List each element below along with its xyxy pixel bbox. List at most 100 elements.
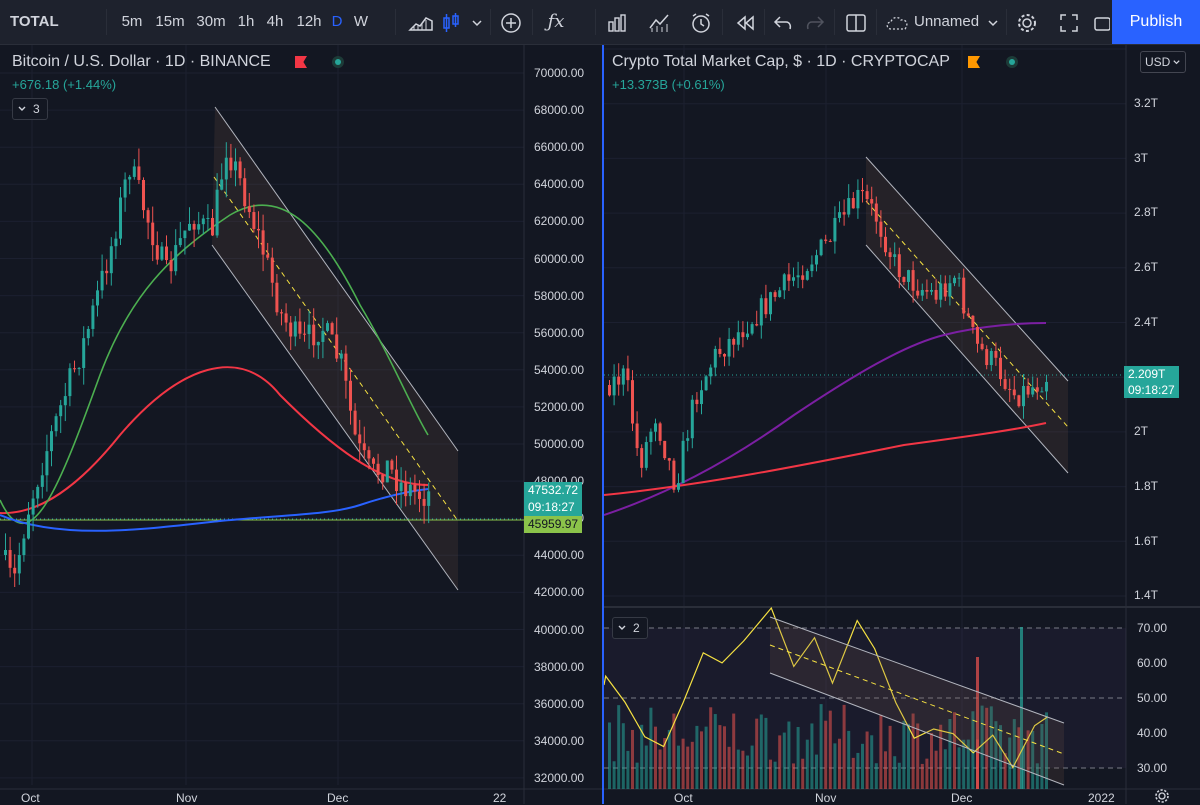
candle-body (50, 431, 53, 452)
candle-body (1012, 389, 1016, 396)
candle-body (326, 323, 329, 331)
oscillator-tick-label: 60.00 (1137, 656, 1168, 670)
interval-4h[interactable]: 4h (266, 13, 284, 30)
volume-bar (851, 757, 855, 789)
candle-body (17, 555, 21, 574)
bitcoin-chart-pane[interactable] (0, 45, 602, 804)
axis-settings-gear-icon[interactable] (1154, 788, 1170, 804)
volume-bar (621, 723, 625, 789)
oscillator-channel-line (769, 616, 1065, 724)
bitcoin-flag-icon[interactable] (295, 56, 307, 68)
total-flag-icon[interactable] (968, 56, 980, 68)
volume-bar (778, 735, 782, 789)
candle-body (234, 161, 237, 171)
interval-5m[interactable]: 5m (121, 13, 143, 30)
market-open-indicator-icon (332, 56, 344, 68)
publish-button[interactable]: Publish (1112, 0, 1200, 44)
fullscreen-icon[interactable] (1058, 12, 1080, 34)
total-market-cap-canvas[interactable] (604, 45, 1200, 804)
bar-chart-icon[interactable] (606, 12, 628, 34)
candle-body (759, 298, 763, 326)
volume-bar (787, 721, 791, 789)
chevron-down-icon[interactable] (986, 12, 1000, 34)
redo-icon[interactable] (804, 12, 826, 34)
volume-bar (948, 718, 952, 789)
candle-body (381, 474, 385, 483)
subpane-indicators-collapse-button[interactable]: 2 (612, 617, 648, 639)
interval-30m[interactable]: 30m (196, 13, 226, 30)
candle-body (63, 396, 67, 406)
candle-body (91, 305, 95, 329)
replay-icon[interactable] (734, 12, 756, 34)
volume-bar (815, 754, 818, 789)
candle-body (631, 380, 634, 424)
total-market-cap-pane[interactable] (602, 45, 1200, 804)
candle-body (73, 368, 76, 370)
candle-body (865, 191, 869, 200)
volume-bar (792, 763, 795, 789)
candle-body (838, 212, 841, 218)
area-chart-icon[interactable] (408, 12, 434, 34)
interval-12h[interactable]: 12h (296, 13, 322, 30)
templates-icon[interactable] (648, 12, 670, 34)
volume-bar (713, 714, 717, 789)
candle-body (934, 289, 938, 300)
candle-body (621, 368, 625, 385)
volume-bar (1040, 723, 1044, 789)
bitcoin-symbol-title[interactable]: Bitcoin / U.S. Dollar · 1D · BINANCE (12, 53, 271, 70)
interval-d[interactable]: D (331, 13, 343, 30)
chevron-down-icon[interactable] (470, 12, 484, 34)
oscillator-tick-label: 70.00 (1137, 621, 1168, 635)
symbol-search[interactable]: TOTAL (10, 13, 59, 30)
channel-line (214, 106, 459, 452)
add-indicator-icon[interactable] (500, 12, 522, 34)
alert-icon[interactable] (690, 12, 712, 34)
snapshot-camera-icon[interactable] (1094, 12, 1110, 34)
price-tick-label: 52000.00 (534, 399, 585, 414)
candle-body (155, 245, 159, 260)
volume-bar (773, 761, 777, 789)
bitcoin-chart-canvas[interactable] (0, 45, 602, 804)
volume-bar (902, 720, 906, 789)
candle-body (422, 498, 426, 506)
candle-body (608, 385, 611, 396)
price-tick-label: 2T (1134, 424, 1149, 439)
candle-body (211, 217, 214, 236)
volume-bar (943, 749, 947, 789)
candle-body (1017, 395, 1021, 407)
chevron-down-icon (18, 106, 26, 111)
settings-gear-icon[interactable] (1016, 12, 1038, 34)
candle-body (376, 463, 380, 475)
oscillator-channel-fill (770, 617, 1064, 785)
indicators-fx-icon[interactable]: ƒx (547, 11, 565, 32)
cloud-icon[interactable] (884, 12, 912, 34)
layout-name[interactable]: Unnamed (914, 13, 980, 30)
candle-body (755, 324, 759, 326)
candle-body (764, 298, 768, 315)
candle-body (1035, 387, 1039, 392)
indicators-collapse-button[interactable]: 3 (12, 98, 48, 120)
candle-body (270, 257, 274, 283)
interval-w[interactable]: W (353, 13, 369, 30)
candle-body (930, 289, 933, 292)
time-label-dec: Dec (951, 791, 973, 805)
oscillator-tick-label: 50.00 (1137, 691, 1168, 705)
interval-1h[interactable]: 1h (237, 13, 255, 30)
layout-icon[interactable] (845, 12, 867, 34)
total-last-value-tag: 2.209T 09:18:27 (1124, 366, 1179, 398)
total-symbol-title[interactable]: Crypto Total Market Cap, $ · 1D · CRYPTO… (612, 53, 950, 70)
interval-15m[interactable]: 15m (155, 13, 185, 30)
candle-body (197, 224, 201, 230)
volume-bar (612, 761, 616, 789)
volume-bar (709, 707, 713, 789)
candle-body (966, 313, 970, 316)
candles-icon[interactable] (440, 12, 462, 34)
candle-body (805, 271, 809, 280)
candle-body (13, 567, 17, 574)
candle-body (718, 348, 722, 354)
candle-body (879, 221, 883, 237)
currency-select[interactable]: USD (1140, 51, 1186, 73)
candle-body (746, 333, 749, 338)
price-tick-label: 56000.00 (534, 325, 585, 340)
undo-icon[interactable] (772, 12, 794, 34)
